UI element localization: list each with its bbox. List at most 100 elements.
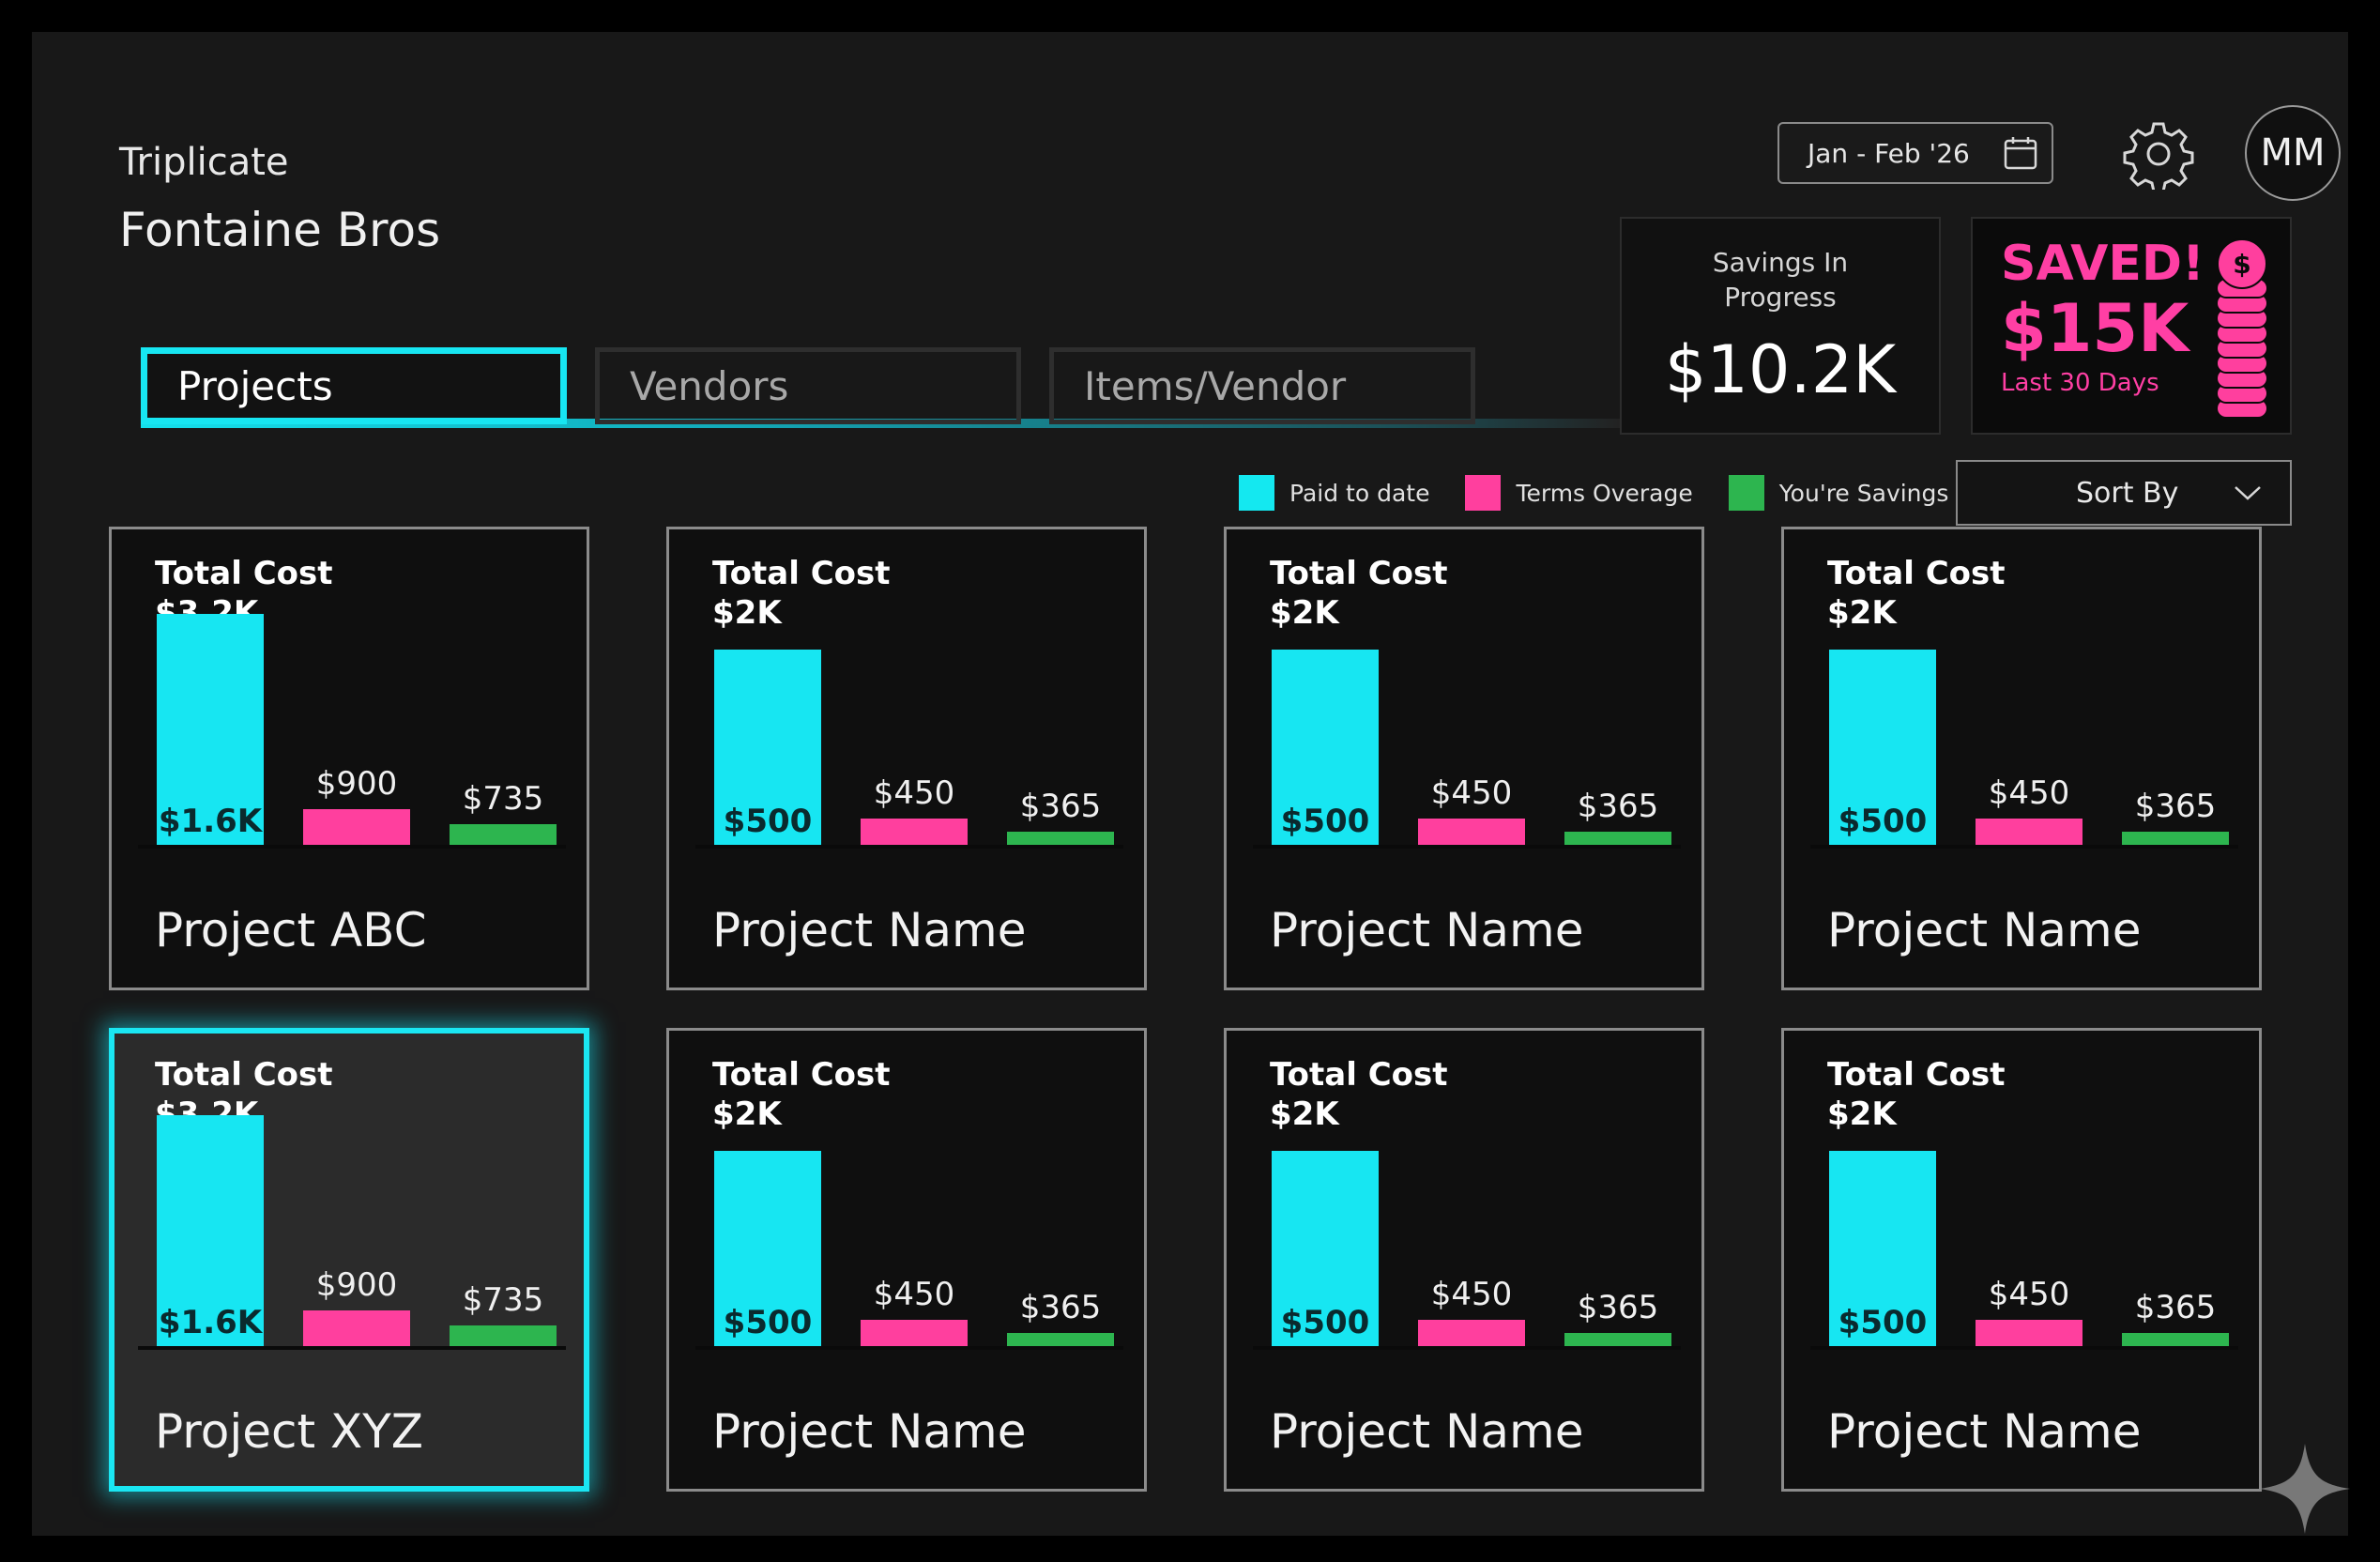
project-bar-chart: $500 $450 $365 [1810,1151,2238,1350]
bar-value-label: $500 [724,803,813,840]
chart-baseline [138,1346,566,1350]
saved-value: $15K [2001,290,2189,367]
bar-value-label: $450 [1989,1276,2070,1313]
bar-you-re-savings [450,1325,557,1346]
total-cost-label: Total Cost [1827,555,2006,592]
bar-value-label: $450 [1989,774,2070,812]
tab-label: Vendors [630,362,789,409]
bar-value-label: $365 [1020,788,1102,825]
bar-you-re-savings [1007,832,1114,845]
project-card[interactable]: Total Cost $2K $500 $450 $365 Project Name [1224,1028,1704,1492]
bar-value-label: $450 [874,1276,955,1313]
total-cost-value: $2K [1270,1095,1339,1133]
total-cost-value: $2K [1827,1095,1897,1133]
bar-value-label: $365 [2135,1289,2217,1326]
bar-paid-to-date [1829,650,1936,845]
bar-value-label: $900 [316,1266,398,1304]
savings-in-progress-value: $10.2K [1664,331,1897,408]
app-screen: Triplicate Fontaine Bros Jan - Feb '26 M… [32,32,2350,1536]
project-bar-chart: $500 $450 $365 [1253,650,1681,849]
legend-label: You're Savings [1778,479,1949,507]
bar-value-label: $500 [1838,1304,1928,1341]
tab-projects[interactable]: Projects [141,347,567,424]
savings-in-progress-card: Savings In Progress $10.2K [1620,217,1941,435]
bar-value-label: $500 [1281,1304,1370,1341]
coin-stack-icon: $ [2216,238,2268,419]
bar-you-re-savings [450,824,557,845]
project-card[interactable]: Total Cost $2K $500 $450 $365 Project Name [666,527,1147,990]
legend-swatch-paid [1239,475,1274,511]
bar-value-label: $735 [463,780,544,818]
project-name: Project Name [1827,1404,2142,1459]
bar-terms-overage [861,1320,968,1346]
bar-you-re-savings [1564,832,1671,845]
date-range-label: Jan - Feb '26 [1808,137,1970,169]
project-card[interactable]: Total Cost $2K $500 $450 $365 Project Name [1781,1028,2262,1492]
gear-icon[interactable] [2123,118,2194,190]
total-cost-label: Total Cost [155,555,333,592]
tab-vendors[interactable]: Vendors [595,347,1021,424]
project-name: Project Name [1270,1404,1584,1459]
total-cost-label: Total Cost [712,555,891,592]
saved-period: Last 30 Days [2001,369,2159,397]
total-cost-value: $2K [712,1095,782,1133]
chart-baseline [695,845,1123,849]
total-cost-label: Total Cost [1270,555,1448,592]
bar-value-label: $500 [1838,803,1928,840]
project-name: Project Name [1270,903,1584,957]
date-range-picker[interactable]: Jan - Feb '26 [1777,122,2053,184]
project-card-selected[interactable]: Total Cost $3.2K $1.6K $900 $735 Project X… [109,1028,589,1492]
bar-paid-to-date [157,1115,264,1346]
total-cost: Total Cost $2K [712,554,891,633]
project-bar-chart: $1.6K $900 $735 [138,1115,566,1350]
total-cost-label: Total Cost [1270,1056,1448,1094]
bar-value-label: $365 [1020,1289,1102,1326]
avatar[interactable]: MM [2245,105,2341,201]
tab-items-vendor[interactable]: Items/Vendor [1049,347,1475,424]
bar-you-re-savings [2122,1333,2229,1346]
project-name: Project Name [712,1404,1027,1459]
legend-label: Terms Overage [1516,479,1693,507]
avatar-initials: MM [2260,131,2326,175]
sparkle-icon [2260,1444,2350,1534]
chart-baseline [1253,845,1681,849]
project-card[interactable]: Total Cost $2K $500 $450 $365 Project Name [1224,527,1704,990]
legend-label: Paid to date [1289,479,1430,507]
bar-value-label: $1.6K [159,1304,264,1341]
chart-baseline [1810,1346,2238,1350]
sort-by-dropdown[interactable]: Sort By [1956,460,2292,526]
bar-paid-to-date [1272,1151,1379,1346]
app-name: Triplicate [119,141,289,184]
bar-you-re-savings [2122,832,2229,845]
project-card[interactable]: Total Cost $2K $500 $450 $365 Project Name [666,1028,1147,1492]
bar-paid-to-date [1272,650,1379,845]
bar-value-label: $450 [874,774,955,812]
project-bar-chart: $1.6K $900 $735 [138,614,566,849]
project-name: Project Name [712,903,1027,957]
total-cost: Total Cost $2K [712,1055,891,1134]
bar-you-re-savings [1007,1333,1114,1346]
total-cost-value: $2K [712,594,782,632]
legend-item-savings: You're Savings [1728,475,1949,511]
bar-paid-to-date [1829,1151,1936,1346]
total-cost-value: $2K [1827,594,1897,632]
legend-item-paid: Paid to date [1239,475,1429,511]
bar-value-label: $450 [1431,774,1513,812]
total-cost: Total Cost $2K [1827,1055,2006,1134]
bar-value-label: $500 [1281,803,1370,840]
legend-swatch-savings [1728,475,1764,511]
bar-terms-overage [1976,1320,2082,1346]
bar-value-label: $365 [1578,788,1659,825]
legend-swatch-overage [1465,475,1502,511]
bar-paid-to-date [714,650,821,845]
bar-value-label: $735 [463,1281,544,1319]
project-card[interactable]: Total Cost $3.2K $1.6K $900 $735 Project A… [109,527,589,990]
bar-terms-overage [1418,819,1525,845]
bar-terms-overage [303,1310,410,1346]
project-bar-chart: $500 $450 $365 [1810,650,2238,849]
bar-terms-overage [861,819,968,845]
project-card[interactable]: Total Cost $2K $500 $450 $365 Project Name [1781,527,2262,990]
bar-value-label: $365 [2135,788,2217,825]
bar-terms-overage [1418,1320,1525,1346]
saved-card: SAVED! $15K Last 30 Days $ [1971,217,2292,435]
